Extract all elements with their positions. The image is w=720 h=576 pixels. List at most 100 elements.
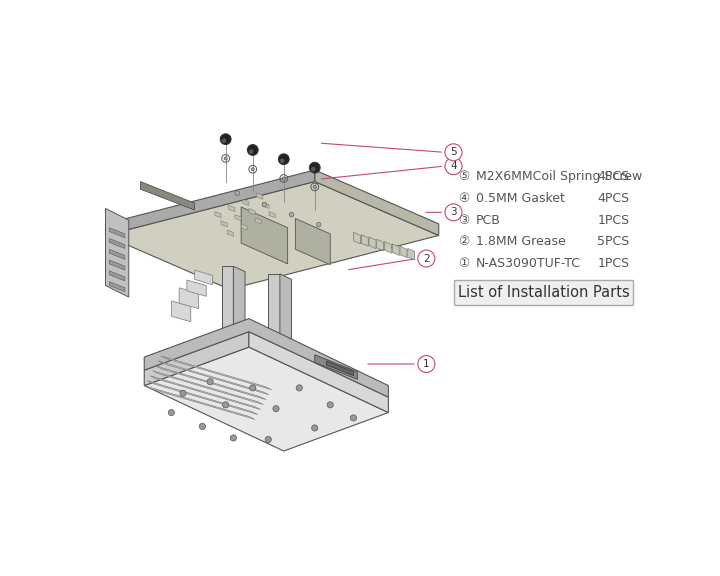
Circle shape	[251, 168, 254, 170]
Polygon shape	[106, 170, 315, 236]
Circle shape	[235, 191, 240, 195]
Text: 4PCS: 4PCS	[598, 192, 629, 205]
Circle shape	[222, 402, 229, 408]
Polygon shape	[144, 347, 388, 451]
Polygon shape	[228, 230, 233, 236]
Polygon shape	[326, 361, 354, 376]
Circle shape	[180, 390, 186, 396]
Polygon shape	[140, 181, 194, 210]
Text: PCB: PCB	[476, 214, 501, 226]
Polygon shape	[144, 385, 255, 419]
Polygon shape	[392, 244, 399, 256]
Polygon shape	[106, 181, 438, 289]
Text: ③: ③	[458, 214, 469, 226]
Text: ①: ①	[458, 257, 469, 270]
Polygon shape	[106, 209, 129, 297]
Polygon shape	[147, 381, 258, 415]
Polygon shape	[171, 301, 191, 321]
Polygon shape	[187, 280, 206, 296]
Polygon shape	[354, 232, 361, 244]
Circle shape	[289, 213, 294, 217]
Circle shape	[168, 410, 174, 416]
Polygon shape	[109, 249, 125, 259]
Circle shape	[445, 158, 462, 175]
Polygon shape	[295, 218, 330, 265]
Polygon shape	[377, 239, 384, 251]
Text: M2X6MMCoil Spring Screw: M2X6MMCoil Spring Screw	[476, 170, 642, 183]
Text: N-AS3090TUF-TC: N-AS3090TUF-TC	[476, 257, 581, 270]
Text: ⑤: ⑤	[458, 170, 469, 183]
Circle shape	[262, 202, 266, 207]
Polygon shape	[109, 260, 125, 270]
Circle shape	[279, 154, 289, 165]
Text: 0.5MM Gasket: 0.5MM Gasket	[476, 192, 564, 205]
Circle shape	[220, 134, 231, 145]
Circle shape	[310, 162, 320, 173]
Circle shape	[199, 423, 205, 430]
Circle shape	[265, 437, 271, 442]
Text: 3: 3	[450, 207, 456, 217]
Circle shape	[418, 250, 435, 267]
Circle shape	[207, 378, 213, 385]
Circle shape	[313, 185, 316, 188]
Polygon shape	[243, 199, 249, 206]
Polygon shape	[150, 376, 261, 410]
Polygon shape	[179, 288, 199, 309]
Circle shape	[351, 415, 356, 421]
Text: 5: 5	[450, 147, 456, 157]
Polygon shape	[408, 248, 415, 260]
Polygon shape	[144, 319, 388, 397]
Polygon shape	[361, 234, 368, 246]
Polygon shape	[109, 271, 125, 281]
Text: 5PCS: 5PCS	[597, 235, 629, 248]
Circle shape	[282, 177, 285, 180]
Polygon shape	[241, 224, 248, 230]
Polygon shape	[235, 215, 241, 221]
Circle shape	[327, 402, 333, 408]
Polygon shape	[233, 266, 245, 337]
Polygon shape	[109, 238, 125, 248]
Polygon shape	[215, 211, 221, 218]
Polygon shape	[158, 361, 269, 395]
Circle shape	[230, 435, 236, 441]
Text: 2: 2	[423, 253, 430, 264]
Polygon shape	[369, 237, 376, 248]
Circle shape	[316, 222, 321, 227]
Circle shape	[312, 425, 318, 431]
Circle shape	[273, 406, 279, 412]
Text: 4PCS: 4PCS	[598, 170, 629, 183]
Polygon shape	[109, 282, 125, 291]
Circle shape	[222, 138, 226, 143]
Polygon shape	[256, 193, 263, 199]
Polygon shape	[229, 206, 235, 211]
Circle shape	[418, 355, 435, 373]
Text: List of Installation Parts: List of Installation Parts	[457, 285, 629, 300]
Polygon shape	[315, 355, 357, 380]
Polygon shape	[156, 366, 266, 400]
Polygon shape	[144, 332, 249, 385]
FancyBboxPatch shape	[454, 280, 632, 305]
Polygon shape	[153, 371, 264, 404]
Circle shape	[296, 385, 302, 391]
Polygon shape	[222, 266, 233, 332]
Circle shape	[280, 158, 284, 163]
Text: 1.8MM Grease: 1.8MM Grease	[476, 235, 566, 248]
Polygon shape	[269, 274, 280, 347]
Circle shape	[445, 204, 462, 221]
Polygon shape	[241, 207, 287, 264]
Polygon shape	[109, 228, 125, 238]
Circle shape	[445, 144, 462, 161]
Polygon shape	[255, 218, 261, 224]
Text: 1PCS: 1PCS	[598, 257, 629, 270]
Polygon shape	[384, 241, 392, 253]
Circle shape	[249, 149, 253, 154]
Polygon shape	[249, 332, 388, 412]
Polygon shape	[400, 246, 407, 258]
Circle shape	[224, 157, 228, 160]
Polygon shape	[263, 202, 269, 209]
Polygon shape	[269, 211, 275, 218]
Polygon shape	[161, 356, 271, 390]
Polygon shape	[194, 270, 212, 285]
Text: 1PCS: 1PCS	[598, 214, 629, 226]
Polygon shape	[315, 170, 438, 236]
